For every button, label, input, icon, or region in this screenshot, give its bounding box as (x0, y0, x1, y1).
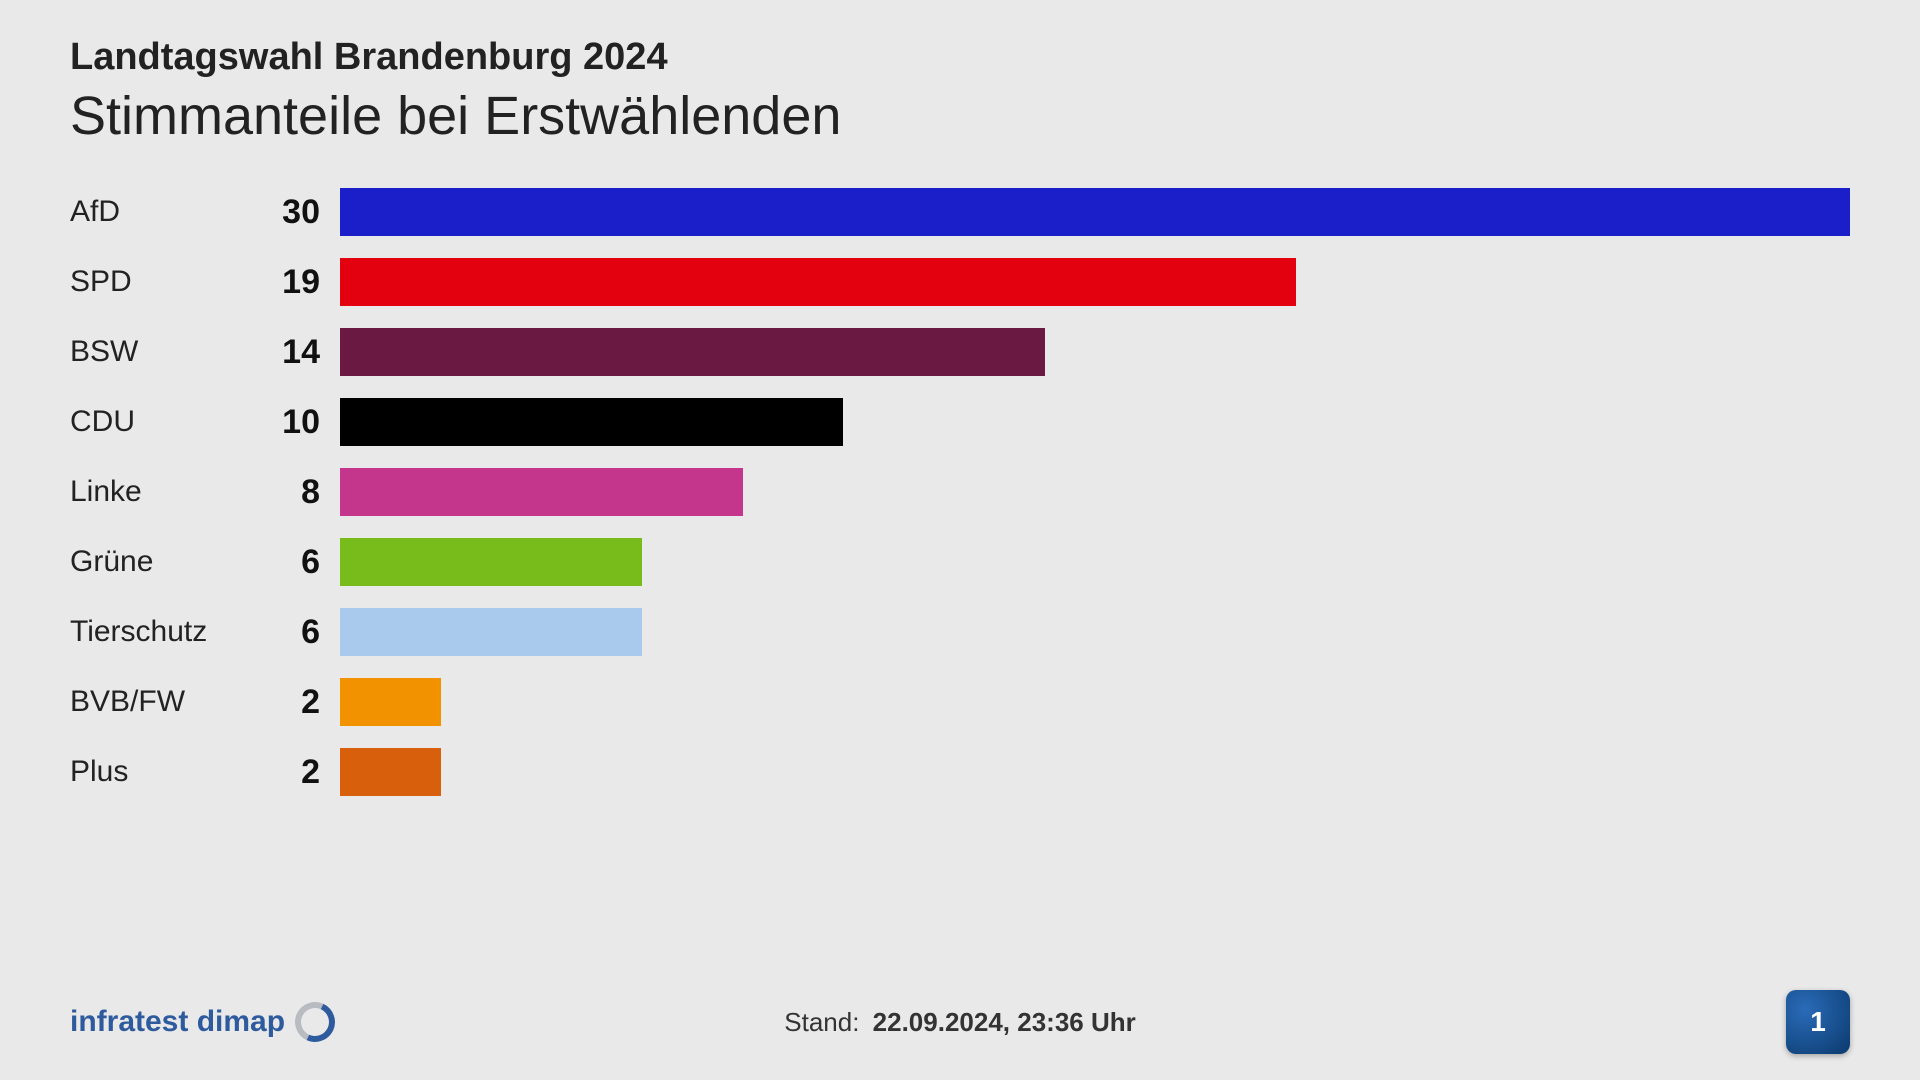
bar-row: BSW14 (70, 317, 1850, 387)
timestamp-label: Stand: (784, 1007, 859, 1037)
timestamp: Stand: 22.09.2024, 23:36 Uhr (784, 1007, 1135, 1038)
bar-track (340, 188, 1850, 236)
bar-track (340, 748, 1850, 796)
bar-track (340, 258, 1850, 306)
dimap-icon (289, 996, 340, 1047)
bar-fill (340, 258, 1296, 306)
party-value: 2 (250, 753, 340, 792)
bar-fill (340, 398, 843, 446)
party-value: 8 (250, 473, 340, 512)
party-label: CDU (70, 405, 250, 439)
party-value: 30 (250, 193, 340, 232)
bar-fill (340, 468, 743, 516)
bar-row: Linke8 (70, 457, 1850, 527)
source-credit: infratest dimap (70, 1002, 335, 1042)
bar-row: Tierschutz6 (70, 597, 1850, 667)
supertitle: Landtagswahl Brandenburg 2024 (70, 36, 1850, 79)
bar-row: BVB/FW2 (70, 667, 1850, 737)
bar-fill (340, 608, 642, 656)
ard-logo-icon: 1 (1786, 990, 1850, 1054)
party-label: BSW (70, 335, 250, 369)
party-label: Plus (70, 755, 250, 789)
party-label: SPD (70, 265, 250, 299)
timestamp-value: 22.09.2024, 23:36 Uhr (873, 1007, 1136, 1037)
bar-track (340, 398, 1850, 446)
party-value: 14 (250, 333, 340, 372)
bar-row: CDU10 (70, 387, 1850, 457)
party-value: 6 (250, 543, 340, 582)
source-text: infratest dimap (70, 1005, 285, 1039)
bar-row: AfD30 (70, 177, 1850, 247)
bar-track (340, 328, 1850, 376)
bar-fill (340, 538, 642, 586)
bar-row: Plus2 (70, 737, 1850, 807)
bar-fill (340, 748, 441, 796)
party-label: AfD (70, 195, 250, 229)
bar-chart: AfD30SPD19BSW14CDU10Linke8Grüne6Tierschu… (0, 147, 1920, 807)
chart-footer: infratest dimap Stand: 22.09.2024, 23:36… (0, 990, 1920, 1054)
bar-track (340, 468, 1850, 516)
bar-track (340, 678, 1850, 726)
party-label: BVB/FW (70, 685, 250, 719)
bar-row: SPD19 (70, 247, 1850, 317)
party-value: 19 (250, 263, 340, 302)
party-value: 6 (250, 613, 340, 652)
party-label: Grüne (70, 545, 250, 579)
party-label: Tierschutz (70, 615, 250, 649)
bar-track (340, 608, 1850, 656)
party-value: 2 (250, 683, 340, 722)
party-value: 10 (250, 403, 340, 442)
party-label: Linke (70, 475, 250, 509)
chart-title: Stimmanteile bei Erstwählenden (70, 85, 1850, 147)
bar-fill (340, 678, 441, 726)
bar-fill (340, 188, 1850, 236)
bar-fill (340, 328, 1045, 376)
chart-header: Landtagswahl Brandenburg 2024 Stimmantei… (0, 0, 1920, 147)
bar-row: Grüne6 (70, 527, 1850, 597)
bar-track (340, 538, 1850, 586)
